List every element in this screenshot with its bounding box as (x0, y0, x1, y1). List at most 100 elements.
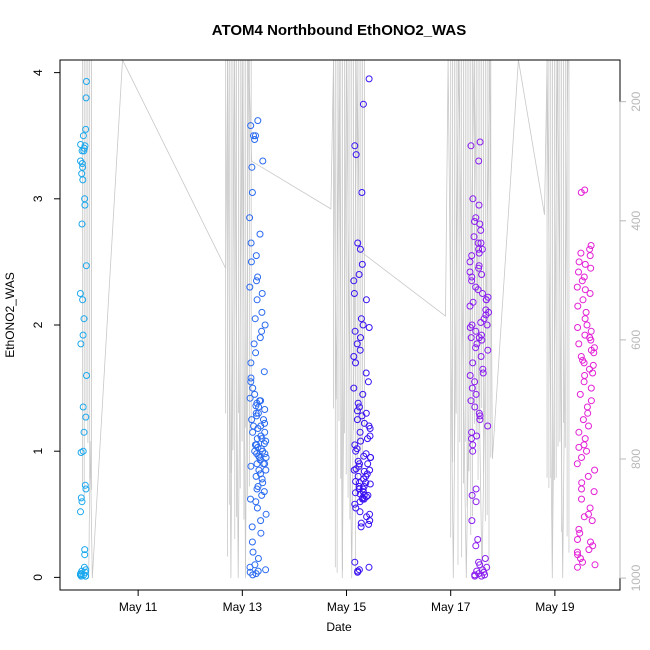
data-point (579, 416, 587, 424)
data-point (356, 346, 364, 354)
data-point (575, 443, 583, 451)
data-point (351, 558, 359, 566)
data-point (249, 428, 257, 436)
data-point (581, 286, 589, 294)
data-point (258, 491, 266, 499)
data-point (366, 517, 374, 525)
data-point (246, 563, 254, 571)
data-point (581, 435, 589, 443)
data-point (470, 233, 478, 241)
data-point (467, 142, 475, 150)
data-point (588, 517, 596, 525)
data-point (581, 372, 589, 379)
data-point (260, 416, 267, 424)
data-point (475, 245, 483, 253)
x-tick-label: May 17 (431, 600, 471, 614)
data-point (250, 340, 258, 348)
data-point (466, 372, 474, 379)
data-point (475, 249, 483, 257)
data-point (78, 220, 86, 228)
data-point (76, 290, 84, 297)
data-point (359, 100, 367, 108)
data-point (587, 264, 595, 272)
data-point (247, 122, 255, 130)
data-point (355, 271, 363, 278)
data-point (471, 572, 479, 580)
data-point (359, 321, 367, 329)
data-point (583, 447, 590, 455)
data-point (576, 529, 584, 537)
data-point (256, 334, 264, 342)
data-point (366, 480, 374, 488)
data-point (578, 277, 586, 285)
data-point (365, 563, 373, 571)
data-point (249, 571, 257, 579)
data-point (352, 465, 360, 473)
data-point (253, 412, 261, 420)
data-point (586, 252, 594, 260)
data-point (580, 273, 588, 281)
data-point (353, 340, 361, 348)
data-point (586, 245, 594, 253)
data-point (579, 296, 587, 304)
data-point (356, 245, 364, 253)
data-point (80, 315, 88, 323)
data-point (587, 384, 595, 392)
data-point (79, 176, 87, 184)
data-point (255, 466, 263, 474)
data-point (247, 359, 255, 367)
data-point (352, 504, 360, 512)
data-point (251, 390, 259, 398)
data-point (351, 327, 359, 335)
data-point (467, 397, 475, 405)
data-point (258, 435, 266, 443)
data-point (254, 273, 262, 281)
data-point (476, 220, 484, 228)
data-point (573, 548, 581, 556)
data-point (252, 472, 260, 480)
y-tick-label: 4 (31, 69, 45, 76)
data-point (584, 472, 592, 480)
data-point (77, 449, 85, 456)
data-point (475, 264, 483, 272)
data-point (251, 441, 259, 449)
data-point (468, 435, 475, 443)
data-point (466, 258, 474, 266)
data-point (474, 286, 482, 294)
data-point (251, 315, 259, 323)
data-point (256, 230, 264, 238)
data-point (78, 160, 86, 167)
data-point (590, 349, 598, 357)
data-point (581, 260, 589, 268)
data-point (79, 132, 87, 140)
data-point (469, 195, 477, 203)
data-point (477, 239, 485, 247)
data-point (468, 491, 476, 499)
data-point (356, 508, 364, 516)
data-point (248, 523, 256, 531)
data-point (476, 561, 484, 569)
x-tick-label: May 19 (535, 600, 575, 614)
data-point (365, 324, 373, 331)
data-point (589, 369, 597, 377)
data-point (481, 555, 489, 562)
data-point (364, 460, 372, 468)
data-point (357, 315, 365, 323)
data-point (261, 450, 269, 458)
data-point (351, 500, 359, 508)
data-point (583, 321, 591, 329)
x-tick-label: May 13 (223, 600, 263, 614)
data-point (475, 334, 483, 342)
data-point (479, 369, 487, 377)
right-tick-label: 1000 (629, 564, 643, 591)
data-point (578, 479, 586, 487)
data-point (587, 397, 595, 405)
data-point (249, 384, 257, 392)
data-point (472, 498, 480, 506)
data-point (262, 454, 270, 461)
data-point (468, 252, 476, 260)
data-point (468, 273, 476, 281)
data-point (471, 403, 479, 411)
data-point (82, 78, 90, 85)
data-point (260, 368, 268, 376)
